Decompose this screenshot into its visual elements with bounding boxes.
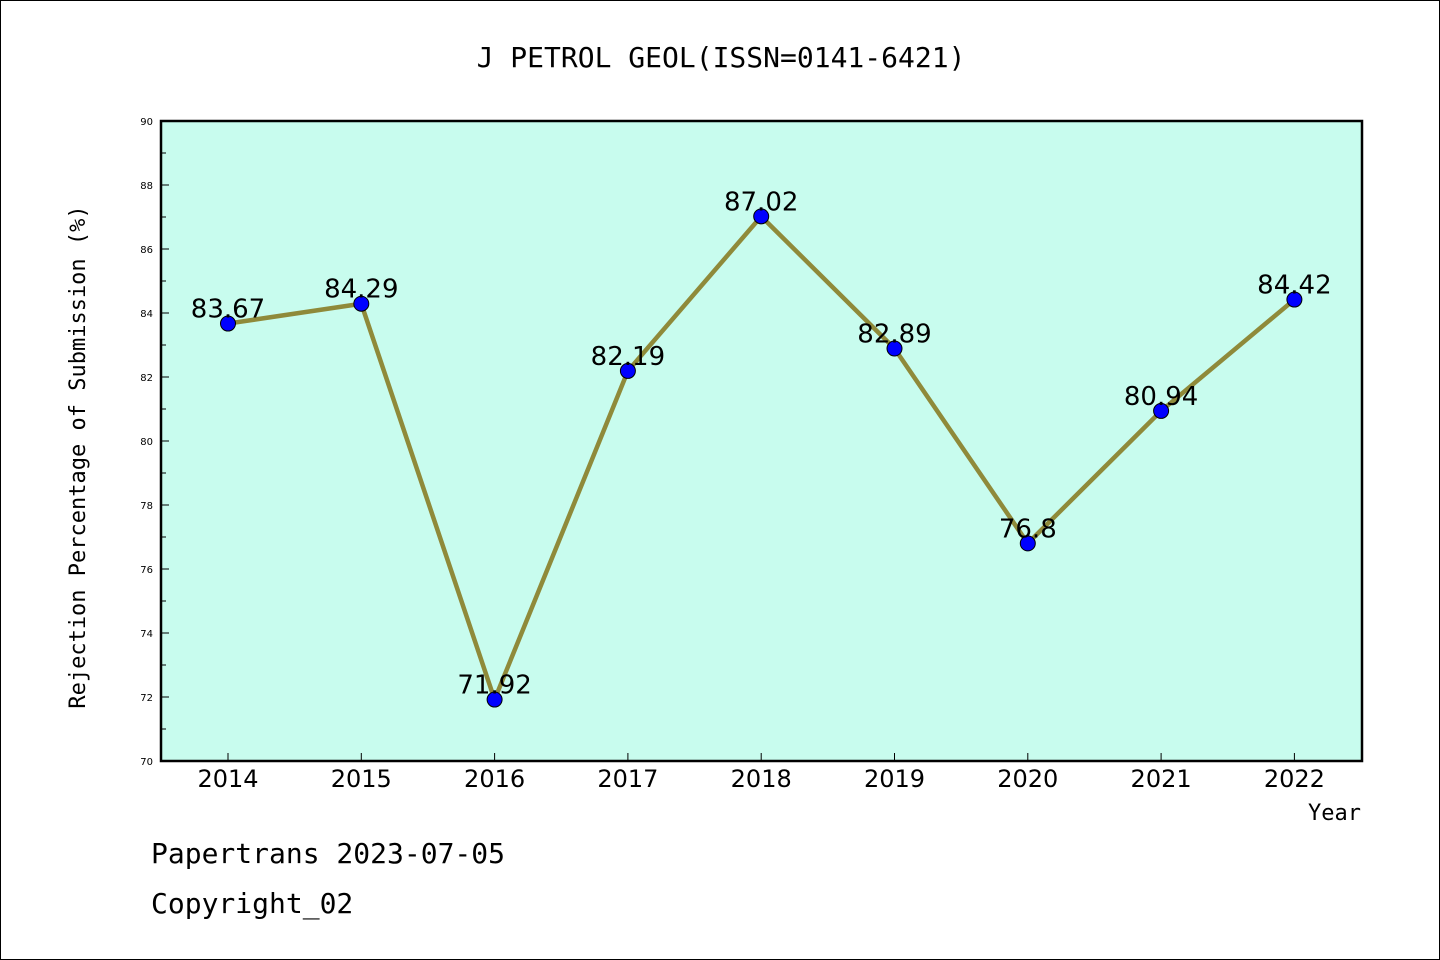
data-label: 84.42: [1257, 271, 1331, 301]
x-tick-label: 2021: [1131, 765, 1192, 793]
data-point: [753, 208, 770, 225]
plot-area: [161, 121, 1362, 761]
x-tick-label: 2022: [1264, 765, 1325, 793]
data-point: [619, 362, 636, 379]
data-label: 71.92: [457, 671, 531, 701]
y-tick-label: 82: [140, 373, 153, 384]
data-series: [220, 208, 1303, 708]
x-axis-label: Year: [1308, 801, 1361, 826]
data-point: [886, 340, 903, 357]
y-tick-label: 80: [140, 437, 153, 448]
y-tick-label: 76: [140, 565, 153, 576]
x-tick-label: 2017: [597, 765, 658, 793]
data-label: 87.02: [724, 187, 798, 217]
x-tick-label: 2019: [864, 765, 925, 793]
data-point: [1153, 402, 1170, 419]
y-tick-label: 78: [140, 501, 153, 512]
chart-title: J PETROL GEOL(ISSN=0141-6421): [477, 41, 966, 74]
footer-date: Papertrans 2023-07-05: [151, 837, 506, 870]
data-label: 82.19: [591, 342, 665, 372]
plot-border: [159, 119, 1364, 763]
x-tick-label: 2016: [464, 765, 525, 793]
x-axis: 2014 2015 2016 2017 2018 2019 2020 2021 2022: [197, 753, 1325, 793]
data-label: 83.67: [191, 295, 265, 325]
y-tick-label: 74: [140, 629, 153, 640]
data-point: [1286, 291, 1303, 308]
data-label: 80.94: [1124, 382, 1198, 412]
x-tick-label: 2014: [197, 765, 258, 793]
data-point: [486, 691, 503, 708]
y-tick-label: 86: [140, 245, 153, 256]
data-point: [353, 295, 370, 312]
data-point: [1019, 535, 1036, 552]
data-label: 82.89: [857, 320, 931, 350]
y-tick-label: 84: [140, 309, 153, 320]
x-tick-label: 2015: [331, 765, 392, 793]
x-tick-label: 2018: [731, 765, 792, 793]
y-axis: 70 72 74 76 78 80 82 84 86 88 90: [140, 117, 169, 768]
y-tick-label: 90: [140, 117, 153, 128]
x-tick-label: 2020: [997, 765, 1058, 793]
data-label: 76.8: [999, 514, 1057, 544]
y-axis-label: Rejection Percentage of Submission (%): [66, 205, 91, 708]
data-labels: 83.67 84.29 71.92 82.19 87.02 82.89 76.8 80.94 8…: [191, 187, 1332, 700]
y-tick-label: 88: [140, 181, 153, 192]
y-tick-label: 72: [140, 693, 153, 704]
footer-copyright: Copyright_02: [151, 887, 354, 920]
y-tick-label: 70: [140, 757, 153, 768]
data-point: [220, 315, 236, 332]
data-label: 84.29: [324, 275, 398, 305]
